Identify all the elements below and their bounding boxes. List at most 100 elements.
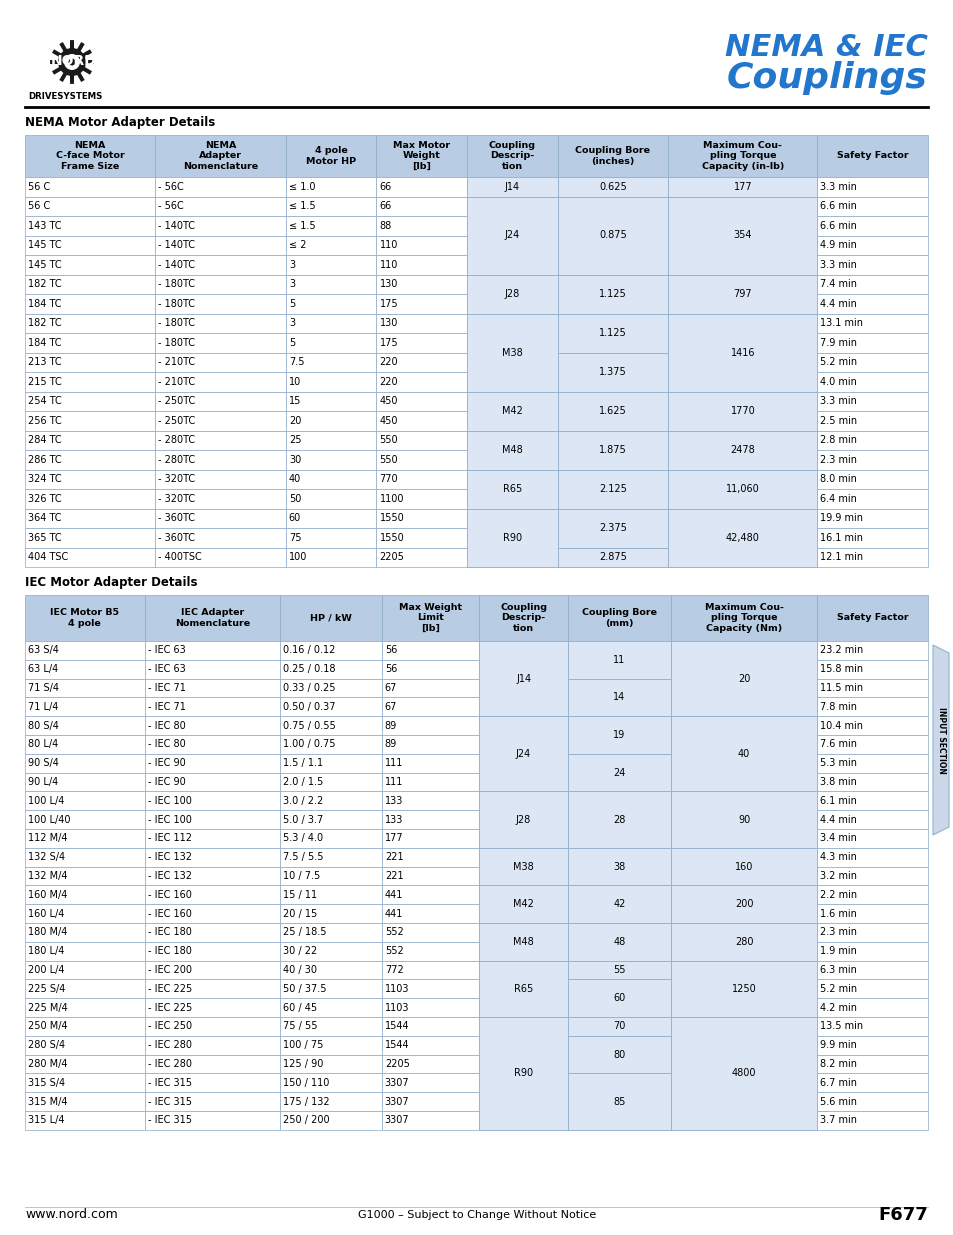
Bar: [376, 391, 467, 411]
Bar: [155, 177, 286, 196]
Bar: [567, 698, 670, 716]
Text: 40 / 30: 40 / 30: [282, 965, 316, 974]
Bar: [817, 829, 927, 847]
Text: 60: 60: [289, 514, 301, 524]
Bar: [25, 773, 145, 792]
Text: 89: 89: [384, 720, 396, 731]
Text: 225 M/4: 225 M/4: [28, 1003, 68, 1013]
Text: 3307: 3307: [384, 1115, 409, 1125]
Text: 365 TC: 365 TC: [28, 532, 62, 542]
Bar: [25, 236, 155, 254]
Bar: [25, 698, 145, 716]
Bar: [145, 904, 279, 923]
Text: 40: 40: [738, 748, 749, 758]
Text: 1544: 1544: [384, 1040, 409, 1050]
Bar: [145, 979, 279, 998]
Text: - IEC 160: - IEC 160: [148, 909, 192, 919]
Bar: [567, 810, 670, 829]
Bar: [376, 352, 467, 372]
Bar: [817, 411, 927, 431]
Bar: [817, 659, 927, 678]
Bar: [25, 678, 145, 698]
Text: 2.3 min: 2.3 min: [820, 454, 857, 464]
Text: 56 C: 56 C: [28, 201, 51, 211]
Bar: [25, 1073, 145, 1092]
Bar: [567, 885, 670, 904]
Text: 5.2 min: 5.2 min: [820, 357, 857, 367]
Bar: [155, 333, 286, 352]
Bar: [670, 1016, 817, 1130]
Text: 38: 38: [613, 862, 625, 872]
Bar: [376, 236, 467, 254]
Text: 220: 220: [379, 377, 397, 387]
Bar: [817, 135, 927, 177]
Bar: [558, 547, 667, 567]
Bar: [145, 867, 279, 885]
Bar: [25, 923, 145, 942]
Bar: [25, 810, 145, 829]
Bar: [478, 753, 567, 773]
Text: 50: 50: [289, 494, 301, 504]
Bar: [145, 885, 279, 904]
Bar: [279, 1073, 381, 1092]
Text: 1.125: 1.125: [598, 329, 626, 338]
Text: 552: 552: [384, 927, 403, 937]
Bar: [286, 177, 376, 196]
Bar: [467, 196, 558, 216]
Text: HP / kW: HP / kW: [310, 614, 352, 622]
Bar: [25, 411, 155, 431]
Bar: [25, 998, 145, 1016]
Bar: [467, 274, 558, 314]
Text: 326 TC: 326 TC: [28, 494, 62, 504]
Text: 2.3 min: 2.3 min: [820, 927, 857, 937]
Bar: [567, 1036, 670, 1073]
Bar: [567, 1016, 670, 1036]
Text: 20: 20: [737, 673, 749, 684]
Bar: [567, 792, 670, 810]
Bar: [155, 431, 286, 450]
Text: J24: J24: [504, 231, 519, 241]
Text: ≤ 1.5: ≤ 1.5: [289, 201, 315, 211]
Bar: [817, 450, 927, 469]
Text: 89: 89: [384, 740, 396, 750]
Text: - IEC 250: - IEC 250: [148, 1021, 192, 1031]
Bar: [25, 177, 155, 196]
Bar: [817, 753, 927, 773]
Text: 160 M/4: 160 M/4: [28, 889, 68, 900]
Text: Couplings: Couplings: [726, 61, 927, 95]
Bar: [155, 372, 286, 391]
Bar: [478, 716, 567, 735]
Bar: [381, 847, 478, 867]
Text: 450: 450: [379, 416, 397, 426]
Text: J24: J24: [516, 748, 531, 758]
Text: - 180TC: - 180TC: [158, 319, 195, 329]
Text: 354: 354: [733, 231, 751, 241]
Text: 220: 220: [379, 357, 397, 367]
Text: 63 S/4: 63 S/4: [28, 646, 59, 656]
Text: 80 S/4: 80 S/4: [28, 720, 59, 731]
Bar: [467, 333, 558, 352]
Text: Max Motor
Weight
[lb]: Max Motor Weight [lb]: [393, 141, 450, 172]
Text: - 250TC: - 250TC: [158, 416, 195, 426]
Bar: [25, 847, 145, 867]
Text: 3307: 3307: [384, 1078, 409, 1088]
Bar: [467, 274, 558, 294]
Bar: [286, 236, 376, 254]
Text: 7.9 min: 7.9 min: [820, 337, 857, 348]
Bar: [478, 1016, 567, 1130]
Text: 4.9 min: 4.9 min: [820, 241, 857, 251]
Text: 177: 177: [733, 182, 751, 191]
Bar: [567, 595, 670, 641]
Bar: [478, 979, 567, 998]
Bar: [467, 236, 558, 254]
Bar: [25, 314, 155, 333]
Bar: [817, 1055, 927, 1073]
Text: 63 L/4: 63 L/4: [28, 664, 58, 674]
Bar: [670, 998, 817, 1016]
Bar: [145, 847, 279, 867]
Bar: [155, 529, 286, 547]
Text: 7.8 min: 7.8 min: [820, 701, 857, 711]
Bar: [381, 641, 478, 659]
Bar: [667, 469, 817, 489]
Bar: [817, 177, 927, 196]
